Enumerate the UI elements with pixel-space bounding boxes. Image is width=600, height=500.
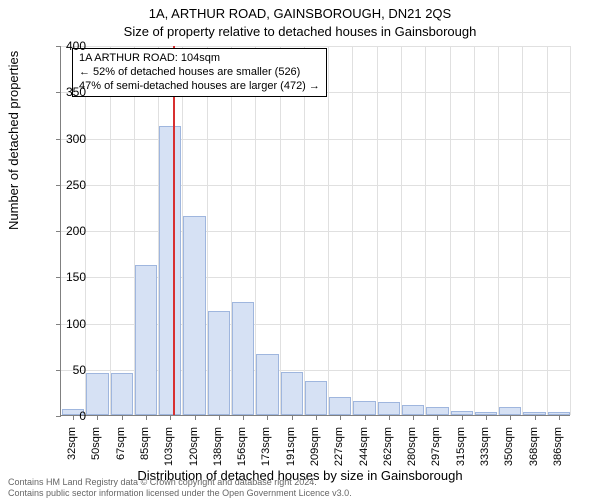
- gridline-v: [522, 46, 523, 415]
- xtick-mark: [267, 415, 268, 420]
- gridline-v: [352, 46, 353, 415]
- xtick-mark: [122, 415, 123, 420]
- xtick-label: 103sqm: [163, 427, 175, 475]
- xtick-label: 120sqm: [188, 427, 200, 475]
- xtick-label: 191sqm: [285, 427, 297, 475]
- gridline-v: [498, 46, 499, 415]
- gridline-v: [280, 46, 281, 415]
- y-axis-label: Number of detached properties: [6, 51, 21, 230]
- footer-line: Contains public sector information licen…: [8, 488, 352, 498]
- ytick-label: 50: [46, 363, 86, 377]
- xtick-mark: [389, 415, 390, 420]
- xtick-label: 156sqm: [236, 427, 248, 475]
- xtick-mark: [559, 415, 560, 420]
- xtick-label: 280sqm: [406, 427, 418, 475]
- xtick-label: 368sqm: [528, 427, 540, 475]
- ytick-label: 300: [46, 132, 86, 146]
- xtick-mark: [510, 415, 511, 420]
- xtick-mark: [486, 415, 487, 420]
- gridline-v: [328, 46, 329, 415]
- gridline-v: [425, 46, 426, 415]
- xtick-label: 297sqm: [430, 427, 442, 475]
- xtick-label: 386sqm: [552, 427, 564, 475]
- gridline-v: [401, 46, 402, 415]
- xtick-label: 333sqm: [479, 427, 491, 475]
- histogram-bar: [353, 401, 375, 415]
- gridline-v: [110, 46, 111, 415]
- gridline-v: [377, 46, 378, 415]
- gridline-v: [547, 46, 548, 415]
- histogram-bar: [111, 373, 133, 415]
- ytick-label: 150: [46, 270, 86, 284]
- xtick-label: 32sqm: [66, 427, 78, 475]
- chart-title-desc: Size of property relative to detached ho…: [0, 24, 600, 39]
- reference-line: [173, 46, 175, 415]
- xtick-label: 227sqm: [333, 427, 345, 475]
- histogram-bar: [208, 311, 230, 415]
- xtick-label: 244sqm: [358, 427, 370, 475]
- xtick-mark: [437, 415, 438, 420]
- ytick-label: 350: [46, 85, 86, 99]
- ytick-label: 100: [46, 317, 86, 331]
- chart-title-address: 1A, ARTHUR ROAD, GAINSBOROUGH, DN21 2QS: [0, 6, 600, 21]
- ytick-label: 200: [46, 224, 86, 238]
- annotation-box: 1A ARTHUR ROAD: 104sqm ← 52% of detached…: [72, 48, 327, 97]
- xtick-label: 85sqm: [139, 427, 151, 475]
- histogram-bar: [378, 402, 400, 415]
- xtick-label: 50sqm: [90, 427, 102, 475]
- gridline-v: [474, 46, 475, 415]
- gridline-h: [61, 231, 570, 232]
- gridline-v: [450, 46, 451, 415]
- gridline-h: [61, 185, 570, 186]
- footer-attribution: Contains HM Land Registry data © Crown c…: [8, 477, 352, 498]
- xtick-mark: [243, 415, 244, 420]
- xtick-mark: [97, 415, 98, 420]
- ytick-label: 250: [46, 178, 86, 192]
- histogram-bar: [135, 265, 157, 415]
- gridline-v: [304, 46, 305, 415]
- histogram-bar: [86, 373, 108, 415]
- histogram-bar: [183, 216, 205, 415]
- histogram-bar: [159, 126, 181, 415]
- xtick-label: 67sqm: [115, 427, 127, 475]
- gridline-h: [61, 46, 570, 47]
- xtick-mark: [365, 415, 366, 420]
- ytick-label: 0: [46, 409, 86, 423]
- histogram-bar: [232, 302, 254, 415]
- xtick-mark: [219, 415, 220, 420]
- xtick-mark: [316, 415, 317, 420]
- histogram-bar: [426, 407, 448, 415]
- property-size-chart: 1A, ARTHUR ROAD, GAINSBOROUGH, DN21 2QS …: [0, 0, 600, 500]
- footer-line: Contains HM Land Registry data © Crown c…: [8, 477, 352, 487]
- xtick-mark: [340, 415, 341, 420]
- histogram-bar: [499, 407, 521, 415]
- histogram-bar: [256, 354, 278, 415]
- xtick-mark: [195, 415, 196, 420]
- annotation-line: ← 52% of detached houses are smaller (52…: [79, 66, 320, 80]
- histogram-bar: [281, 372, 303, 415]
- annotation-line: 47% of semi-detached houses are larger (…: [79, 80, 320, 94]
- xtick-mark: [292, 415, 293, 420]
- histogram-bar: [329, 397, 351, 416]
- xtick-label: 315sqm: [455, 427, 467, 475]
- xtick-mark: [413, 415, 414, 420]
- xtick-label: 262sqm: [382, 427, 394, 475]
- xtick-mark: [535, 415, 536, 420]
- gridline-h: [61, 139, 570, 140]
- xtick-mark: [170, 415, 171, 420]
- plot-area: [60, 46, 570, 416]
- ytick-label: 400: [46, 39, 86, 53]
- gridline-v: [570, 46, 571, 415]
- xtick-label: 138sqm: [212, 427, 224, 475]
- xtick-mark: [146, 415, 147, 420]
- xtick-label: 209sqm: [309, 427, 321, 475]
- histogram-bar: [402, 405, 424, 415]
- xtick-label: 173sqm: [260, 427, 272, 475]
- xtick-label: 350sqm: [503, 427, 515, 475]
- annotation-line: 1A ARTHUR ROAD: 104sqm: [79, 52, 320, 66]
- histogram-bar: [305, 381, 327, 415]
- xtick-mark: [462, 415, 463, 420]
